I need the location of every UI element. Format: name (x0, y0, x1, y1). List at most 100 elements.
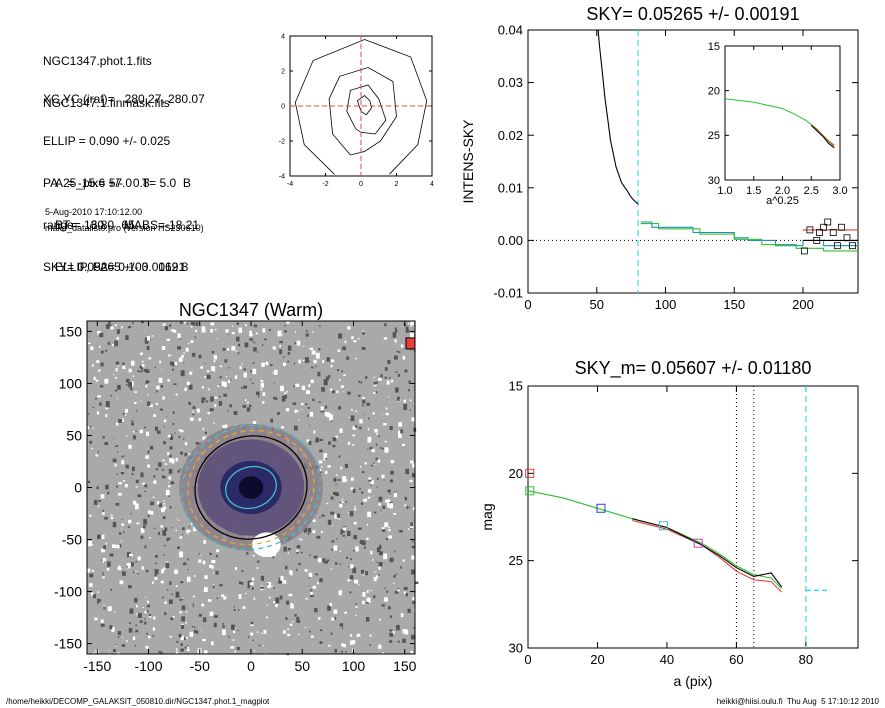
noise-speck (155, 555, 158, 558)
noise-speck (116, 473, 118, 476)
noise-speck (255, 391, 260, 396)
noise-speck (141, 363, 145, 368)
noise-speck (303, 345, 305, 347)
noise-speck (173, 383, 177, 385)
noise-speck (334, 648, 338, 653)
noise-speck (167, 589, 169, 591)
noise-speck (382, 652, 384, 654)
noise-speck (226, 376, 228, 378)
noise-speck (213, 572, 215, 574)
noise-speck (221, 594, 225, 597)
noise-speck (378, 645, 382, 649)
noise-speck (262, 401, 265, 404)
noise-speck (181, 597, 184, 601)
noise-speck (339, 563, 342, 565)
noise-speck (110, 516, 114, 520)
noise-speck (145, 569, 149, 573)
noise-speck (97, 450, 99, 453)
noise-speck (100, 623, 105, 627)
noise-speck (373, 511, 377, 514)
noise-speck (169, 581, 172, 584)
noise-speck (319, 629, 323, 632)
info-line: XC,YC (iraf)= 280.27, 280.07 (43, 92, 205, 106)
noise-speck (166, 338, 171, 341)
noise-speck (347, 578, 350, 582)
noise-speck (128, 622, 131, 625)
noise-speck (196, 408, 200, 413)
noise-speck (186, 646, 189, 648)
isophote-ellipse (225, 465, 277, 510)
noise-speck (321, 514, 325, 517)
noise-speck (353, 521, 357, 525)
noise-speck (197, 649, 199, 652)
noise-speck (268, 329, 271, 331)
noise-speck (97, 598, 101, 603)
noise-speck (369, 589, 371, 591)
noise-speck (323, 379, 328, 386)
noise-speck (168, 476, 172, 480)
noise-speck (169, 454, 172, 458)
noise-speck (203, 397, 206, 401)
noise-speck (318, 348, 321, 351)
noise-speck (182, 438, 185, 440)
noise-speck (130, 512, 132, 515)
noise-speck (329, 388, 333, 391)
noise-speck (168, 354, 170, 357)
noise-speck (180, 370, 185, 377)
noise-speck (298, 633, 300, 636)
noise-speck (375, 381, 378, 384)
noise-speck (384, 440, 387, 443)
noise-speck (126, 566, 129, 568)
noise-speck (202, 638, 206, 642)
noise-speck (316, 535, 321, 539)
noise-speck (409, 333, 414, 339)
noise-speck (333, 609, 338, 614)
noise-speck (350, 415, 355, 422)
noise-speck (114, 389, 118, 392)
noise-speck (171, 527, 173, 529)
noise-speck (373, 595, 376, 599)
noise-speck (148, 357, 152, 360)
noise-speck (400, 613, 404, 618)
noise-speck (107, 606, 112, 612)
noise-speck (192, 595, 195, 598)
noise-speck (397, 589, 400, 592)
noise-speck (301, 385, 306, 391)
noise-speck (402, 355, 406, 360)
noise-speck (340, 466, 343, 470)
noise-speck (108, 324, 112, 327)
noise-speck (222, 347, 226, 351)
noise-speck (334, 435, 338, 439)
noise-speck (243, 368, 246, 371)
noise-speck (366, 402, 370, 406)
noise-speck (237, 629, 239, 632)
noise-speck (350, 557, 352, 561)
noise-speck (248, 636, 250, 638)
noise-speck (96, 360, 100, 363)
noise-speck (97, 534, 101, 540)
noise-speck (335, 562, 338, 565)
noise-speck (414, 581, 419, 585)
noise-speck (294, 331, 297, 334)
noise-speck (224, 424, 228, 428)
noise-speck (369, 634, 372, 637)
noise-speck (139, 352, 143, 356)
noise-speck (307, 414, 309, 417)
noise-speck (400, 344, 404, 348)
noise-speck (162, 530, 167, 536)
noise-speck (216, 338, 218, 340)
noise-speck (184, 387, 187, 391)
noise-speck (110, 326, 114, 330)
noise-speck (384, 499, 389, 503)
profile-marker (596, 503, 606, 513)
noise-speck (370, 465, 374, 467)
noise-speck (342, 391, 345, 393)
noise-speck (304, 569, 308, 572)
noise-speck (410, 522, 414, 527)
date-stamp: 5-Aug-2010 17:10:12.00 (45, 207, 143, 217)
noise-speck (170, 481, 175, 485)
noise-speck (249, 330, 252, 335)
noise-speck (99, 332, 104, 338)
noise-speck (163, 441, 166, 445)
noise-speck (370, 484, 372, 486)
